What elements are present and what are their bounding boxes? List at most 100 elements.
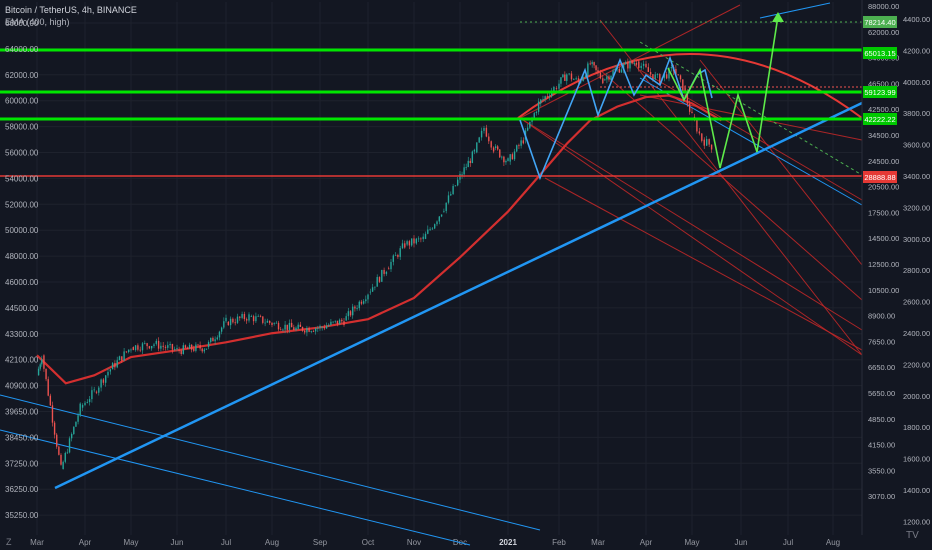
x-tick-label: May <box>123 538 138 547</box>
candle-body <box>670 67 672 69</box>
candle-body <box>614 69 616 71</box>
candle-body <box>199 345 201 349</box>
candle-body <box>365 299 367 302</box>
candle-body <box>157 340 160 349</box>
candle-body <box>566 74 568 81</box>
candle-body <box>675 68 677 75</box>
price-label-text: 59123.99 <box>864 88 895 97</box>
candle-body <box>60 454 62 465</box>
candle-body <box>299 324 302 327</box>
middle-axis-tick: 12500.00 <box>868 260 899 269</box>
candle-body <box>98 387 100 393</box>
candle-body <box>424 233 427 239</box>
right-axis-tick: 1800.00 <box>903 423 930 432</box>
candle-body <box>111 363 114 370</box>
candle-body <box>184 345 187 348</box>
candle-body <box>689 103 691 112</box>
candle-body <box>422 236 424 240</box>
candle-body <box>378 277 381 282</box>
candle-body <box>708 139 710 145</box>
candle-body <box>399 248 401 257</box>
right-axis-tick: 3000.00 <box>903 235 930 244</box>
x-tick-label: Jul <box>783 538 793 547</box>
symbol-title[interactable]: Bitcoin / TetherUS, 4h, BINANCE <box>5 5 137 15</box>
candle-body <box>214 339 216 342</box>
candle-body <box>180 350 182 354</box>
price-label-text: 78214.40 <box>864 18 895 27</box>
candle-body <box>516 145 518 152</box>
candle-body <box>338 319 341 325</box>
candle-body <box>544 96 546 99</box>
candle-body <box>248 314 250 321</box>
candle-body <box>490 141 492 148</box>
candle-body <box>343 321 345 325</box>
candle-body <box>210 337 212 343</box>
candle-body <box>612 70 614 76</box>
candle-body <box>223 321 225 328</box>
candle-body <box>169 344 171 346</box>
candle-body <box>677 74 679 76</box>
candle-body <box>295 327 297 331</box>
x-tick-label: Jul <box>221 538 231 547</box>
candle-body <box>367 294 369 300</box>
candle-body <box>334 320 336 322</box>
indicator-label[interactable]: EMA (400, high) <box>5 17 70 27</box>
candle-body <box>193 348 195 351</box>
candle-body <box>649 71 652 75</box>
candle-body <box>597 70 599 73</box>
chart-header: Bitcoin / TetherUS, 4h, BINANCE EMA (400… <box>5 4 137 28</box>
candle-body <box>390 261 392 270</box>
candle-body <box>371 287 374 292</box>
candle-body <box>383 269 385 274</box>
candle-body <box>51 405 54 423</box>
left-axis-tick: 35250.00 <box>5 511 39 520</box>
left-axis-tick: 58000.00 <box>5 123 39 132</box>
candle-body <box>195 344 197 351</box>
candle-body <box>151 345 153 349</box>
blue-channel-line <box>0 429 471 546</box>
candle-body <box>257 315 259 317</box>
candle-body <box>606 76 608 80</box>
pattern-lines <box>519 12 784 181</box>
left-axis-tick: 36250.00 <box>5 485 39 494</box>
candle-body <box>684 88 686 93</box>
candle-body <box>568 73 570 75</box>
middle-axis-tick: 3550.00 <box>868 466 895 475</box>
candle-body <box>610 75 612 80</box>
candle-body <box>429 228 431 230</box>
candle-body <box>264 322 266 324</box>
candle-body <box>635 62 638 65</box>
candle-body <box>178 350 180 352</box>
candle-body <box>620 69 623 73</box>
candle-body <box>663 74 666 78</box>
candle-body <box>564 74 566 81</box>
candle-body <box>84 402 86 406</box>
candle-body <box>220 327 223 332</box>
candle-body <box>703 139 705 146</box>
candle-body <box>297 324 299 329</box>
candle-body <box>134 345 137 351</box>
main-support-trendline <box>54 101 863 490</box>
candle-body <box>317 327 319 329</box>
candle-body <box>471 151 474 163</box>
candle-body <box>553 86 555 92</box>
candle-body <box>640 65 642 68</box>
left-axis-tick: 62000.00 <box>5 71 39 80</box>
candle-body <box>102 379 105 383</box>
blue-channel-line <box>0 394 541 531</box>
candle-body <box>239 316 241 318</box>
candle-body <box>229 318 232 326</box>
candle-body <box>352 306 354 316</box>
candle-body <box>509 154 511 162</box>
candle-body <box>286 324 288 330</box>
candle-body <box>188 344 191 349</box>
right-axis-tick: 2400.00 <box>903 329 930 338</box>
candle-body <box>459 173 461 180</box>
candle-body <box>537 101 540 112</box>
candle-body <box>535 111 538 114</box>
candle-body <box>631 61 633 64</box>
right-axis-tick: 2200.00 <box>903 360 930 369</box>
candle-body <box>301 326 304 331</box>
x-tick-label: 2021 <box>499 538 517 547</box>
